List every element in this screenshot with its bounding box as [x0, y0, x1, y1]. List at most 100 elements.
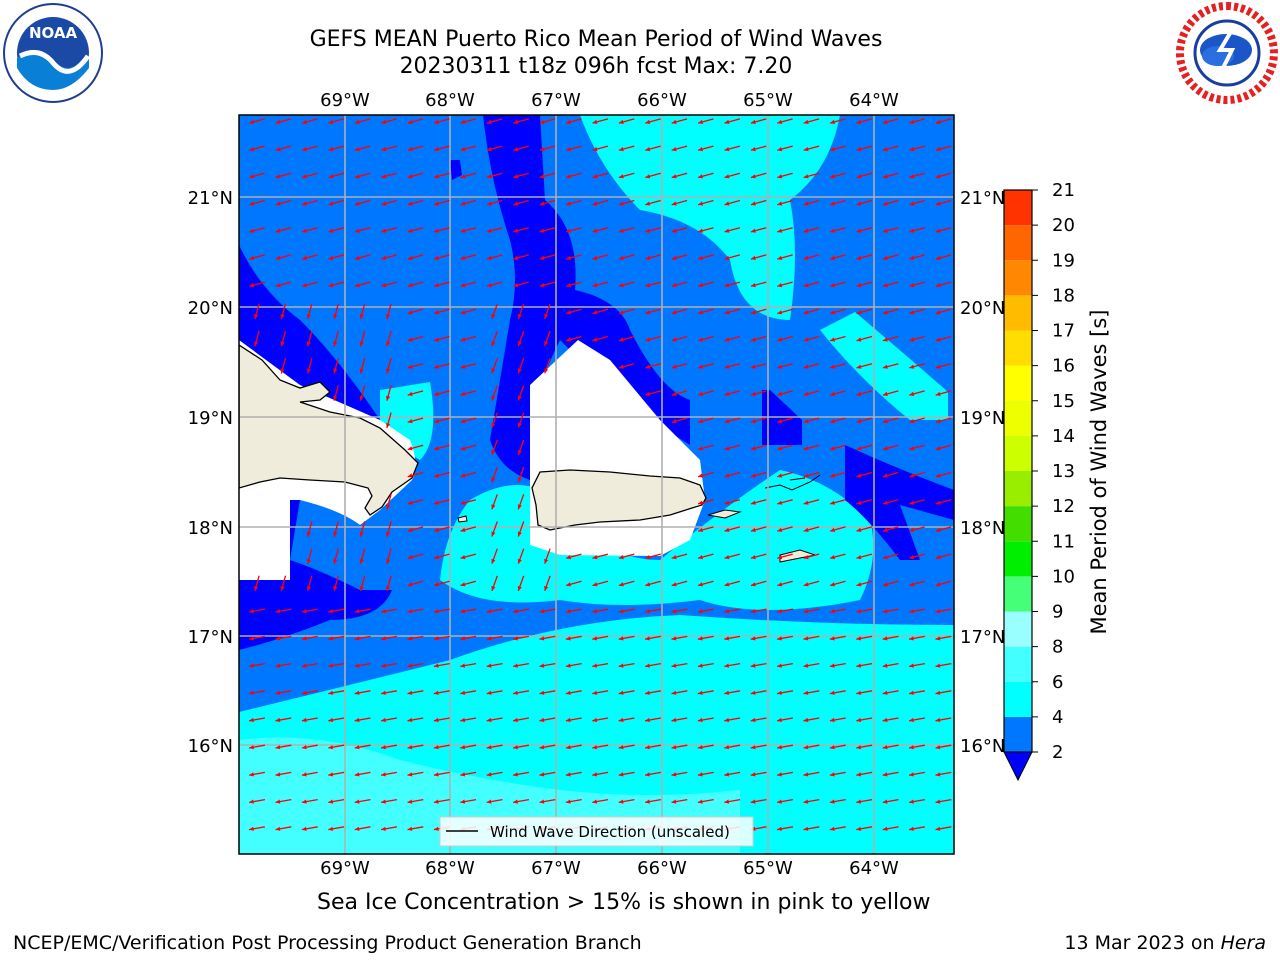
wind-wave-arrow-head: [460, 119, 466, 124]
wind-wave-arrow-head: [491, 558, 496, 564]
wind-wave-arrow-head: [460, 582, 466, 587]
wind-wave-arrow-head: [486, 147, 492, 152]
wind-wave-arrow-head: [856, 337, 862, 342]
wind-wave-arrow-head: [909, 717, 914, 723]
wind-wave-arrow-head: [517, 368, 522, 374]
wind-wave-arrow-head: [460, 473, 466, 478]
wind-wave-arrow-head: [935, 745, 941, 750]
wind-wave-arrow-head: [882, 636, 888, 641]
wind-wave-arrow-head: [724, 609, 730, 614]
wind-wave-arrow-head: [460, 609, 466, 614]
wind-wave-arrow-head: [354, 663, 360, 668]
wind-wave-arrow-head: [645, 201, 651, 206]
wind-wave-arrow-head: [645, 745, 650, 750]
wind-wave-arrow-head: [566, 337, 571, 342]
wind-wave-arrow-head: [882, 337, 888, 342]
wind-wave-arrow-head: [434, 147, 439, 152]
wind-wave-arrow-head: [592, 636, 598, 641]
wind-wave-arrow-head: [306, 586, 311, 592]
wind-wave-arrow-head: [618, 310, 624, 315]
wind-wave-arrow-head: [856, 663, 862, 668]
wind-wave-arrow-head: [566, 228, 571, 233]
wind-wave-arrow-head: [513, 147, 519, 152]
wind-wave-arrow-head: [724, 283, 730, 288]
wind-wave-arrow-head: [434, 310, 439, 315]
wind-wave-arrow-head: [777, 663, 782, 668]
wind-wave-arrow-head: [803, 147, 809, 152]
colorbar-segment: [1004, 260, 1032, 296]
wind-wave-arrow-head: [275, 717, 281, 723]
wind-wave-arrow-head: [407, 609, 413, 614]
wind-wave-arrow-head: [750, 228, 756, 233]
wind-wave-arrow-head: [697, 745, 703, 750]
wind-wave-arrow-head: [513, 717, 518, 723]
wind-wave-arrow-head: [882, 228, 888, 233]
wind-wave-arrow-head: [539, 174, 545, 179]
wind-wave-arrow-head: [618, 772, 624, 777]
wind-wave-arrow-head: [328, 255, 334, 260]
wind-wave-arrow-head: [280, 341, 285, 347]
wind-wave-arrow-head: [381, 826, 386, 831]
wind-wave-arrow-head: [460, 201, 466, 206]
wind-wave-arrow-head: [460, 283, 466, 288]
wind-wave-arrow-head: [434, 119, 439, 124]
wind-wave-arrow-head: [645, 799, 650, 804]
wind-wave-arrow-head: [359, 395, 364, 401]
wind-wave-arrow-head: [777, 473, 783, 478]
wind-wave-arrow-head: [830, 555, 835, 560]
wind-wave-arrow-head: [460, 255, 466, 260]
wind-wave-arrow-head: [566, 174, 571, 179]
wind-wave-arrow-head: [486, 745, 492, 750]
wind-wave-arrow-head: [803, 391, 809, 396]
wind-wave-arrow-head: [750, 772, 756, 777]
wind-wave-arrow-head: [434, 255, 439, 260]
wind-wave-arrow-head: [434, 500, 439, 505]
wind-wave-arrow-head: [698, 446, 703, 451]
wind-wave-arrow-head: [539, 283, 545, 288]
wind-wave-arrow-head: [407, 500, 413, 505]
wind-wave-arrow-head: [618, 283, 624, 288]
colorbar-tick-label: 19: [1052, 250, 1075, 271]
wind-wave-arrow-head: [671, 663, 677, 668]
wind-wave-arrow-head: [671, 772, 677, 777]
wind-wave-arrow-head: [750, 555, 756, 560]
run-date-text: 13 Mar 2023 on: [1064, 932, 1221, 954]
wind-wave-arrow-head: [856, 473, 862, 478]
wind-wave-arrow-head: [909, 473, 915, 478]
wind-wave-arrow-head: [354, 119, 360, 124]
wind-wave-arrow-head: [618, 745, 624, 750]
wind-wave-arrow-head: [724, 119, 730, 124]
wind-wave-arrow-head: [460, 717, 466, 723]
wind-wave-arrow-head: [909, 201, 915, 206]
wind-wave-arrow-head: [381, 799, 386, 804]
wind-wave-arrow-head: [381, 745, 386, 750]
wind-wave-arrow-head: [645, 663, 650, 668]
wind-wave-arrow-head: [539, 119, 545, 124]
wind-wave-arrow-head: [909, 364, 915, 369]
wind-wave-arrow-head: [803, 228, 809, 233]
wind-wave-arrow-head: [592, 772, 598, 777]
wind-wave-arrow-head: [249, 255, 255, 260]
wind-wave-arrow-head: [249, 717, 254, 723]
wind-wave-arrow-head: [698, 228, 703, 233]
wind-wave-arrow-head: [803, 636, 809, 641]
wind-wave-arrow-head: [856, 228, 862, 233]
wind-wave-arrow-head: [249, 201, 255, 206]
lat-tick-left: 19°N: [188, 408, 233, 429]
wind-wave-arrow-head: [882, 364, 888, 369]
colorbar-segment: [1004, 681, 1032, 717]
wind-wave-arrow-head: [830, 419, 835, 424]
wind-wave-arrow-head: [750, 745, 756, 750]
wind-wave-arrow-head: [486, 636, 492, 641]
wind-wave-arrow-head: [882, 174, 888, 179]
wind-wave-arrow-head: [566, 255, 571, 260]
wind-wave-arrow-head: [935, 772, 941, 777]
wind-wave-arrow-head: [407, 174, 413, 179]
wind-wave-arrow-head: [328, 690, 334, 695]
wind-wave-arrow-head: [803, 255, 809, 260]
wind-wave-arrow-head: [671, 201, 677, 206]
wind-wave-arrow-head: [592, 337, 598, 342]
wind-wave-arrow-head: [386, 314, 391, 320]
wind-wave-arrow-head: [460, 799, 466, 804]
